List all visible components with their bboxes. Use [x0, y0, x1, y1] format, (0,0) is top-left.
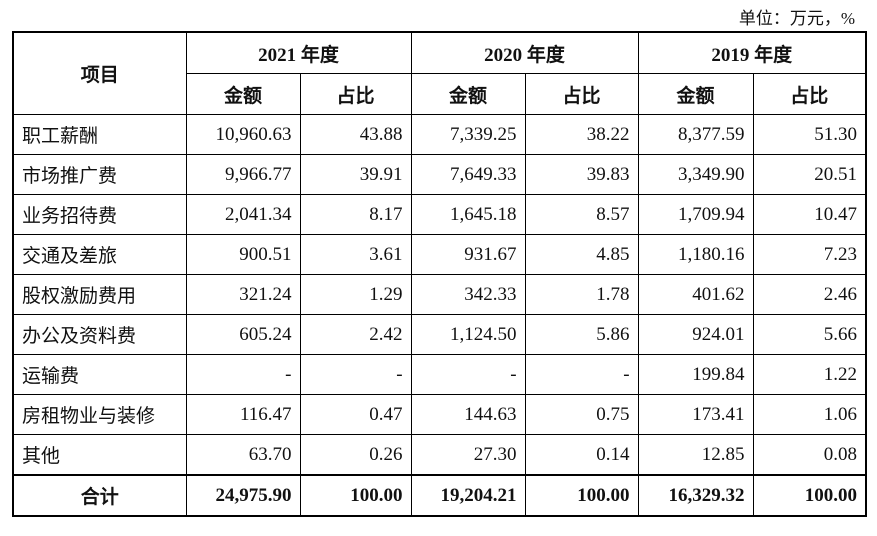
- item-cell: 合计: [12, 474, 187, 517]
- table-body: 职工薪酬 10,960.63 43.88 7,339.25 38.22 8,377.59 5…: [12, 114, 867, 517]
- value-cell: 1.78: [524, 274, 639, 315]
- value-cell: 10.47: [752, 194, 867, 235]
- year-header: 2021 年度: [185, 31, 412, 74]
- value-cell: 1.22: [752, 354, 867, 395]
- value-cell: 10,960.63: [185, 114, 301, 155]
- value-cell: 38.22: [524, 114, 639, 155]
- sub-header: 占比: [299, 73, 412, 115]
- header-row: 项目 2021 年度 2020 年度 2019 年度: [12, 31, 867, 115]
- item-cell: 业务招待费: [12, 194, 187, 235]
- data-row: 股权激励费用 321.24 1.29 342.33 1.78 401.62 2.46: [12, 274, 867, 315]
- data-row: 其他 63.70 0.26 27.30 0.14 12.85 0.08: [12, 434, 867, 476]
- value-cell: 39.83: [524, 154, 639, 195]
- value-cell: 63.70: [185, 434, 301, 476]
- value-cell: 0.14: [524, 434, 639, 476]
- sub-header: 金额: [637, 73, 754, 115]
- value-cell: 3.61: [299, 234, 412, 275]
- item-cell: 办公及资料费: [12, 314, 187, 355]
- value-cell: 1,645.18: [410, 194, 526, 235]
- value-cell: 0.26: [299, 434, 412, 476]
- value-cell: 43.88: [299, 114, 412, 155]
- value-cell: -: [185, 354, 301, 395]
- value-cell: 4.85: [524, 234, 639, 275]
- value-cell: 5.66: [752, 314, 867, 355]
- unit-note: 单位：万元，%: [738, 9, 855, 28]
- year-header: 2020 年度: [410, 31, 639, 74]
- item-cell: 职工薪酬: [12, 114, 187, 155]
- sub-header: 占比: [524, 73, 639, 115]
- value-cell: 900.51: [185, 234, 301, 275]
- item-cell: 运输费: [12, 354, 187, 395]
- value-cell: 1,709.94: [637, 194, 754, 235]
- value-cell: 5.86: [524, 314, 639, 355]
- item-cell: 股权激励费用: [12, 274, 187, 315]
- value-cell: 9,966.77: [185, 154, 301, 195]
- value-cell: 1.06: [752, 394, 867, 435]
- data-row: 职工薪酬 10,960.63 43.88 7,339.25 38.22 8,377.59 5…: [12, 114, 867, 155]
- value-cell: 3,349.90: [637, 154, 754, 195]
- data-row: 业务招待费 2,041.34 8.17 1,645.18 8.57 1,709.94 10.…: [12, 194, 867, 235]
- value-cell: 0.47: [299, 394, 412, 435]
- value-cell: 605.24: [185, 314, 301, 355]
- value-cell: 931.67: [410, 234, 526, 275]
- value-cell: 7,649.33: [410, 154, 526, 195]
- value-cell: 51.30: [752, 114, 867, 155]
- header-row: 金额 占比 金额 占比 金额 占比: [13, 73, 867, 115]
- value-cell: 2.42: [299, 314, 412, 355]
- item-cell: 其他: [12, 434, 187, 476]
- value-cell: 0.75: [524, 394, 639, 435]
- data-row: 房租物业与装修 116.47 0.47 144.63 0.75 173.41 1.06: [12, 394, 867, 435]
- value-cell: -: [524, 354, 639, 395]
- data-row: 交通及差旅 900.51 3.61 931.67 4.85 1,180.16 7.23: [12, 234, 867, 275]
- value-cell: 2.46: [752, 274, 867, 315]
- item-cell: 市场推广费: [12, 154, 187, 195]
- value-cell: 100.00: [299, 474, 412, 517]
- data-row: 市场推广费 9,966.77 39.91 7,649.33 39.83 3,349.90 2…: [12, 154, 867, 195]
- value-cell: 1.29: [299, 274, 412, 315]
- value-cell: 1,124.50: [410, 314, 526, 355]
- data-row: 办公及资料费 605.24 2.42 1,124.50 5.86 924.01 5.66: [12, 314, 867, 355]
- value-cell: 116.47: [185, 394, 301, 435]
- value-cell: 342.33: [410, 274, 526, 315]
- value-cell: 173.41: [637, 394, 754, 435]
- value-cell: 20.51: [752, 154, 867, 195]
- value-cell: 924.01: [637, 314, 754, 355]
- value-cell: 7.23: [752, 234, 867, 275]
- value-cell: -: [299, 354, 412, 395]
- table-header: 项目 2021 年度 2020 年度 2019 年度 金额 占比 金额 占比 金额 占比: [12, 31, 867, 115]
- value-cell: 321.24: [185, 274, 301, 315]
- value-cell: 12.85: [637, 434, 754, 476]
- value-cell: 100.00: [752, 474, 867, 517]
- value-cell: 8.57: [524, 194, 639, 235]
- value-cell: 8,377.59: [637, 114, 754, 155]
- value-cell: 8.17: [299, 194, 412, 235]
- value-cell: 199.84: [637, 354, 754, 395]
- value-cell: 39.91: [299, 154, 412, 195]
- sub-header: 占比: [752, 73, 867, 115]
- value-cell: 1,180.16: [637, 234, 754, 275]
- value-cell: 7,339.25: [410, 114, 526, 155]
- value-cell: 24,975.90: [185, 474, 301, 517]
- sub-header: 金额: [410, 73, 526, 115]
- value-cell: 100.00: [524, 474, 639, 517]
- value-cell: 2,041.34: [185, 194, 301, 235]
- value-cell: 27.30: [410, 434, 526, 476]
- header-cell: 项目: [12, 31, 187, 115]
- value-cell: 401.62: [637, 274, 754, 315]
- expense-table: 项目 2021 年度 2020 年度 2019 年度 金额 占比 金额 占比 金额 占比 职工…: [12, 31, 868, 517]
- value-cell: 144.63: [410, 394, 526, 435]
- total-row: 合计 24,975.90 100.00 19,204.21 100.00 16,329.3…: [12, 474, 867, 517]
- value-cell: -: [410, 354, 526, 395]
- value-cell: 19,204.21: [410, 474, 526, 517]
- item-cell: 交通及差旅: [12, 234, 187, 275]
- data-row: 运输费 - - - -199.84 1.22: [12, 354, 867, 395]
- sub-header: 金额: [185, 73, 301, 115]
- item-cell: 房租物业与装修: [12, 394, 187, 435]
- value-cell: 0.08: [752, 434, 867, 476]
- year-header: 2019 年度: [637, 31, 867, 74]
- value-cell: 16,329.32: [637, 474, 754, 517]
